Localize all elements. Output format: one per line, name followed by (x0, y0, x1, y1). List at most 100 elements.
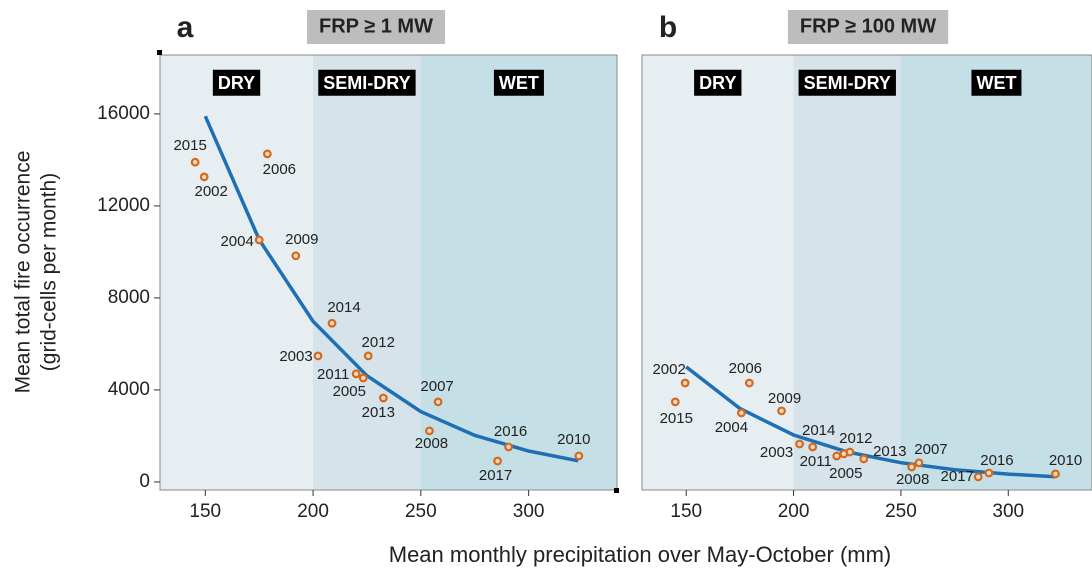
data-point (313, 351, 323, 361)
point-label: 2002 (195, 183, 228, 200)
title-group: FRP ≥ 100 MW (787, 10, 949, 44)
data-point (363, 351, 373, 361)
point-label: 2016 (494, 423, 527, 440)
data-point (670, 397, 680, 407)
point-label: 2015 (173, 137, 206, 154)
point-label: 2009 (768, 390, 801, 407)
title-box (307, 10, 446, 44)
zone-tag: SEMI-DRY (318, 69, 416, 96)
point-label: 2009 (285, 231, 318, 248)
zone-label: SEMI-DRY (804, 73, 891, 93)
zone (420, 55, 617, 490)
point-label: 2007 (420, 378, 453, 395)
point-label: 2002 (652, 361, 685, 378)
x-tick-label: 200 (778, 501, 810, 522)
point-label: 2008 (415, 435, 448, 452)
data-point (504, 442, 513, 452)
point-label: 2012 (362, 334, 395, 351)
zone-tag: DRY (694, 69, 742, 96)
panel-title: FRP ≥ 100 MW (800, 15, 936, 37)
x-tick-label: 300 (992, 501, 1024, 522)
point-label: 2006 (263, 161, 296, 178)
data-point (984, 468, 994, 478)
panel-letter: a (177, 11, 194, 44)
data-point (378, 393, 388, 403)
point-label: 2008 (896, 471, 929, 488)
y-tick-label: 12000 (97, 195, 150, 216)
point-label: 2012 (839, 430, 872, 447)
zone-tag: WET (971, 69, 1022, 96)
corner-mark (157, 50, 162, 55)
data-point (433, 397, 443, 407)
zone (900, 55, 1092, 490)
data-point (914, 458, 924, 468)
zone-label-box (493, 69, 544, 96)
zone-tag: SEMI-DRY (798, 69, 896, 96)
data-point (574, 451, 584, 461)
zone-label-box (798, 69, 896, 96)
point-label: 2017 (941, 468, 974, 485)
data-point (1051, 469, 1060, 479)
data-point (291, 251, 301, 261)
corner-mark (614, 488, 619, 493)
point-label: 2014 (802, 422, 835, 439)
data-point (907, 462, 917, 472)
x-tick-label: 250 (405, 501, 437, 522)
y-tick-label: 4000 (108, 379, 150, 400)
data-point (358, 373, 368, 383)
point-label: 2010 (557, 431, 590, 448)
point-label: 2013 (873, 443, 906, 460)
point-label: 2017 (479, 467, 512, 484)
zone-label: DRY (699, 73, 736, 93)
point-label: 2007 (914, 441, 947, 458)
point-label: 2015 (660, 410, 693, 427)
point-label: 2013 (362, 404, 395, 421)
data-point (199, 172, 209, 182)
zone-label: WET (976, 73, 1016, 93)
point-label: 2011 (800, 453, 832, 470)
zone (160, 55, 314, 490)
data-point (832, 451, 842, 461)
zone-tag: WET (493, 69, 544, 96)
title-group: FRP ≥ 1 MW (307, 10, 446, 44)
title-box (787, 10, 949, 44)
x-tick-label: 250 (885, 501, 917, 522)
data-point (737, 408, 746, 418)
zone-label-box (971, 69, 1022, 96)
data-point (795, 439, 804, 449)
x-tick-label: 150 (670, 501, 702, 522)
point-label: 2003 (760, 444, 793, 461)
point-label: 2016 (980, 452, 1013, 469)
x-tick-label: 200 (297, 501, 329, 522)
fit-curve (685, 365, 1056, 479)
point-label: 2005 (333, 383, 366, 400)
data-point (190, 157, 200, 167)
data-point (744, 378, 754, 388)
point-label: 2011 (317, 366, 349, 383)
data-point (777, 406, 786, 416)
point-label: 2003 (279, 348, 312, 365)
data-point (425, 426, 434, 436)
y-tick-label: 8000 (108, 287, 150, 308)
plot-frame (159, 54, 618, 491)
zone-label: WET (499, 73, 539, 93)
y-tick-label: 16000 (97, 103, 150, 124)
zone-label-box (318, 69, 416, 96)
point-label: 2010 (1049, 452, 1082, 469)
data-point (973, 472, 983, 482)
x-tick-label: 300 (513, 501, 545, 522)
zone-label: SEMI-DRY (323, 73, 410, 93)
zone-tag: DRY (212, 69, 261, 96)
zone (313, 55, 421, 490)
zone-label-box (694, 69, 742, 96)
panel-title: FRP ≥ 1 MW (319, 15, 433, 37)
y-axis-label: Mean total fire occurrence (12, 151, 35, 394)
data-point (808, 442, 818, 452)
data-point (262, 149, 272, 159)
point-label: 2004 (220, 233, 253, 250)
data-point (839, 449, 849, 459)
fit-curve (203, 115, 579, 463)
panel-letter: b (659, 11, 677, 44)
